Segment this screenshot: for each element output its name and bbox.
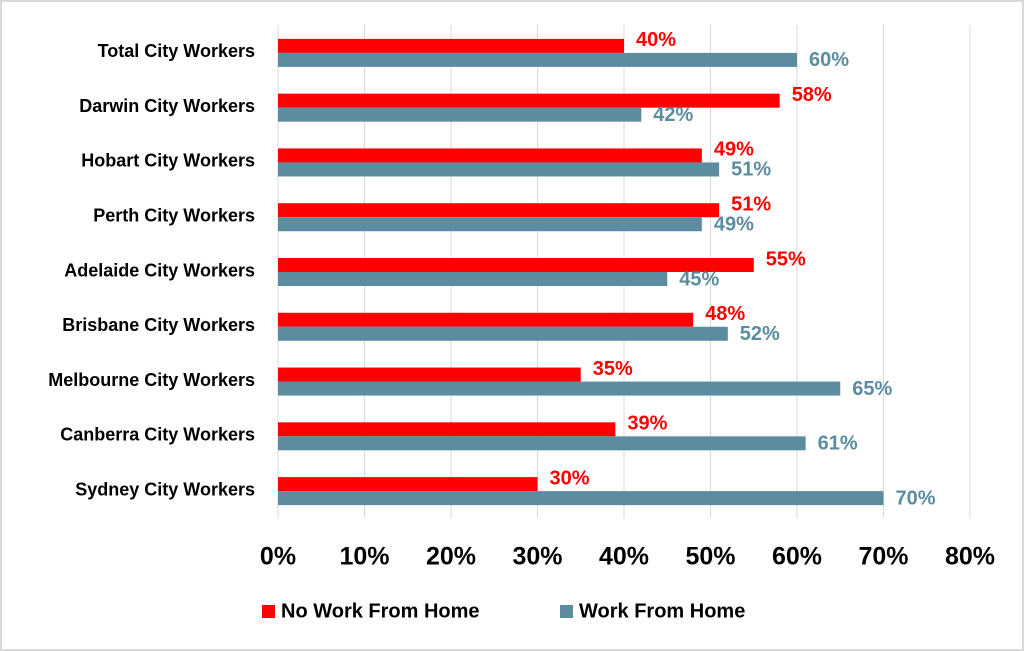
x-tick-label: 80% (945, 543, 995, 571)
bar (278, 258, 754, 272)
value-label: 58% (792, 84, 832, 106)
y-tick-label: Adelaide City Workers (64, 260, 255, 280)
bar (278, 381, 841, 396)
value-label: 52% (740, 323, 780, 345)
x-tick-label: 70% (858, 543, 908, 571)
value-label: 42% (653, 104, 693, 126)
x-tick-label: 0% (260, 543, 296, 571)
bar (278, 162, 720, 177)
y-tick-label: Canberra City Workers (60, 425, 255, 445)
y-tick-label: Perth City Workers (93, 205, 255, 225)
legend-label: Work From Home (579, 600, 745, 622)
bar (278, 491, 884, 506)
bar (278, 367, 581, 382)
x-tick-label: 20% (426, 543, 476, 571)
value-label: 51% (731, 159, 771, 181)
y-tick-label: Total City Workers (98, 41, 255, 61)
x-tick-label: 30% (512, 543, 562, 571)
bar (278, 38, 624, 53)
y-tick-label: Hobart City Workers (81, 151, 255, 171)
bar (278, 203, 720, 218)
value-label: 49% (714, 139, 754, 161)
bar (278, 477, 538, 492)
value-label: 45% (679, 268, 719, 290)
x-tick-label: 50% (685, 543, 735, 571)
bar (278, 312, 694, 327)
y-tick-label: Brisbane City Workers (62, 315, 255, 335)
value-label: 49% (714, 214, 754, 236)
bar (278, 217, 702, 232)
bar (278, 107, 642, 122)
y-tick-label: Sydney City Workers (75, 479, 255, 499)
value-label: 40% (636, 29, 676, 51)
x-tick-label: 10% (339, 543, 389, 571)
value-label: 30% (550, 467, 590, 489)
value-label: 35% (593, 358, 633, 380)
bar (278, 52, 797, 67)
y-tick-label: Darwin City Workers (79, 96, 255, 116)
value-label: 60% (809, 49, 849, 71)
value-label: 65% (852, 378, 892, 400)
y-tick-label: Melbourne City Workers (48, 370, 255, 390)
legend-swatch (560, 605, 573, 618)
x-tick-label: 40% (599, 543, 649, 571)
value-label: 55% (766, 248, 806, 270)
legend-label: No Work From Home (281, 600, 480, 622)
legend-swatch (262, 605, 275, 618)
value-label: 61% (818, 433, 858, 455)
bar (278, 422, 616, 437)
bar (278, 272, 668, 286)
bar (278, 436, 806, 451)
bar (278, 148, 702, 163)
bar (278, 326, 728, 341)
bar (278, 93, 780, 108)
x-tick-label: 60% (772, 543, 822, 571)
value-label: 48% (705, 303, 745, 325)
value-label: 70% (896, 487, 936, 509)
value-label: 39% (627, 413, 667, 435)
value-label: 51% (731, 194, 771, 216)
